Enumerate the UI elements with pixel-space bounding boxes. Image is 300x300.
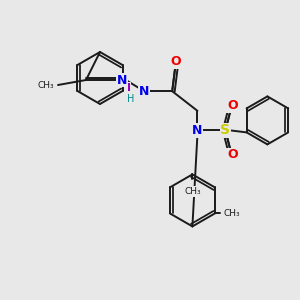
Text: O: O [227,99,238,112]
Text: N: N [139,85,149,98]
Text: N: N [117,74,127,86]
Text: CH₃: CH₃ [184,187,201,196]
Text: O: O [170,55,181,68]
Text: I: I [127,83,130,93]
Text: S: S [220,123,230,137]
Text: H: H [127,94,134,104]
Text: O: O [227,148,238,161]
Text: CH₃: CH₃ [224,209,240,218]
Text: N: N [192,124,203,137]
Text: CH₃: CH₃ [38,80,54,89]
